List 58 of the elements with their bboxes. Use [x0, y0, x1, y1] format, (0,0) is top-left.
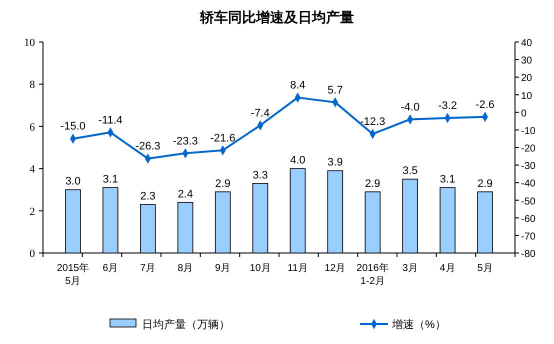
data-label: -2.6: [476, 98, 495, 111]
data-label: 4.0: [290, 154, 306, 167]
data-label: -3.2: [438, 100, 458, 112]
legend-label: 日均产量（万辆）: [142, 318, 230, 331]
x-tick-label: 8月: [178, 263, 194, 274]
x-tick-label: 11月: [288, 263, 308, 274]
legend-label: 增速（%）: [391, 318, 446, 331]
y-tick-label: 10: [24, 37, 36, 49]
data-label: 3.1: [102, 174, 118, 186]
x-tick-label: 2015年 5月: [56, 262, 90, 287]
y2-tick-label: 40: [521, 38, 533, 49]
y2-tick-label: 0: [521, 108, 527, 120]
y-tick-label: 6: [30, 121, 36, 134]
data-label: -26.3: [135, 140, 160, 153]
x-tick-label: 10月: [250, 263, 271, 274]
y2-tick-label: -40: [521, 178, 536, 190]
y2-tick-label: -80: [521, 249, 536, 260]
data-label: 2.3: [140, 190, 156, 202]
y2-tick-label: 20: [521, 73, 533, 84]
data-label: 3.3: [252, 169, 268, 182]
y2-tick-label: -70: [521, 231, 536, 242]
data-label: -7.4: [250, 107, 270, 120]
y-tick-label: 4: [30, 164, 36, 176]
data-label: -4.0: [400, 101, 420, 114]
x-tick-label: 5月: [477, 263, 493, 274]
y2-tick-label: -30: [521, 161, 536, 172]
y2-tick-label: 30: [521, 56, 533, 67]
y2-tick-label: -50: [521, 196, 536, 208]
x-tick-label: 4月: [440, 263, 456, 274]
data-label: 2.9: [365, 178, 380, 190]
x-tick-label: 3月: [402, 263, 418, 274]
y2-tick-label: -10: [521, 126, 536, 137]
y2-tick-label: -60: [521, 214, 536, 225]
data-label: -21.6: [210, 132, 236, 144]
data-label: 3.0: [65, 176, 81, 188]
x-tick-label: 12月: [324, 263, 346, 274]
chart-title: 轿车同比增速及日均产量: [199, 9, 354, 25]
data-label: 3.1: [440, 174, 456, 186]
data-label: -15.0: [60, 120, 86, 133]
data-label: 3.5: [402, 165, 418, 178]
x-tick-label: 6月: [102, 263, 118, 274]
data-label: -23.3: [172, 135, 198, 148]
data-label: 3.9: [328, 156, 343, 169]
data-label: 5.7: [328, 84, 343, 96]
data-label: -12.3: [360, 116, 386, 128]
data-label: 2.9: [215, 178, 230, 190]
y2-tick-label: 10: [521, 90, 533, 102]
data-label: 2.4: [178, 188, 193, 200]
y2-tick-label: -20: [521, 144, 536, 154]
x-tick-label: 7月: [140, 263, 156, 274]
data-label: 2.9: [477, 178, 493, 190]
y-tick-label: 0: [30, 248, 36, 260]
x-tick-label: 2016年 1-2月: [356, 262, 389, 287]
y-tick-label: 8: [30, 79, 36, 92]
y-tick-label: 2: [30, 206, 35, 218]
data-label: -11.4: [98, 114, 123, 126]
data-label: 8.4: [290, 80, 306, 92]
x-tick-label: 9月: [215, 263, 231, 274]
